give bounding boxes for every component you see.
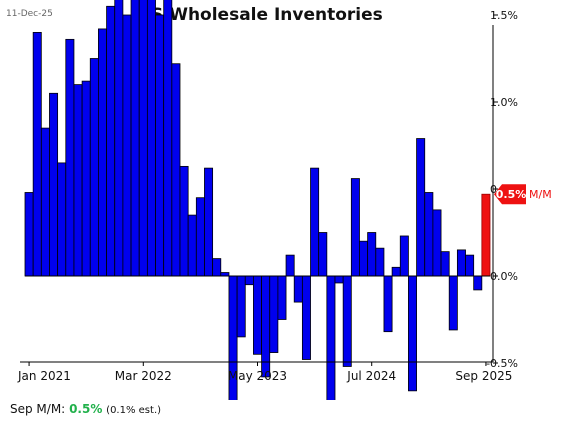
bar (57, 162, 67, 277)
bar (359, 240, 369, 277)
bar (122, 14, 132, 277)
bar (391, 266, 401, 277)
bar (383, 275, 393, 333)
bar (424, 192, 434, 277)
bar (285, 254, 295, 277)
bar (326, 275, 336, 400)
bar (269, 275, 279, 353)
bar (473, 275, 483, 291)
bar (73, 84, 83, 277)
bar (367, 232, 377, 277)
bar (465, 254, 475, 277)
bar (220, 272, 230, 277)
y-tick-label: 0.0% (490, 270, 518, 283)
bar (318, 232, 328, 277)
bar (179, 165, 189, 277)
bar (253, 275, 262, 355)
x-tick-label: Jan 2021 (17, 369, 71, 383)
bar (342, 275, 352, 367)
bar (106, 5, 116, 277)
bar (49, 92, 59, 277)
bar (408, 275, 417, 392)
bar (334, 275, 344, 284)
bar (204, 167, 214, 277)
bar (375, 247, 385, 277)
bar (212, 258, 222, 277)
bar (24, 192, 34, 277)
y-tick-label: -0.5% (486, 357, 518, 370)
bar (138, 0, 148, 277)
bar (163, 0, 173, 277)
bar (293, 275, 303, 303)
bar (146, 0, 156, 277)
bar (32, 32, 42, 277)
bar (187, 214, 197, 277)
bar (114, 0, 124, 277)
bar (456, 249, 466, 277)
bar (155, 14, 165, 277)
bar-latest (481, 193, 491, 277)
x-tick-label: Jul 2024 (346, 369, 396, 383)
latest-value-tag (494, 184, 526, 205)
bars (24, 0, 491, 400)
bar (416, 138, 426, 277)
x-tick-label: Sep 2025 (455, 369, 512, 383)
x-tick-label: May 2023 (228, 369, 287, 383)
bar (399, 235, 409, 277)
bar (236, 275, 246, 338)
bar (65, 38, 75, 277)
bar (350, 178, 360, 277)
footer-estimate: (0.1% est.) (106, 405, 162, 416)
bar (448, 275, 458, 331)
date-label: 11-Dec-25 (6, 9, 53, 19)
bar (81, 80, 91, 277)
latest-value-callout: 0.5% M/M (494, 184, 552, 205)
chart-title: US Wholesale Inventories (137, 5, 383, 25)
bar (301, 275, 311, 360)
bar (440, 251, 450, 277)
bar (98, 28, 107, 277)
y-tick-label: 1.0% (490, 96, 518, 109)
bar (89, 58, 99, 277)
axes (20, 14, 498, 366)
footer-label: Sep M/M: (10, 402, 66, 416)
latest-value-label: 0.5% (496, 188, 527, 201)
latest-series-label: M/M (529, 188, 552, 201)
bar (40, 127, 50, 277)
bar (130, 0, 140, 277)
footer-summary: Sep M/M: 0.5% (0.1% est.) (10, 402, 161, 416)
bar (432, 209, 442, 277)
x-tick-label: Mar 2022 (115, 369, 172, 383)
bar (171, 63, 181, 277)
y-tick-label: 1.5% (490, 9, 518, 22)
footer-value: 0.5% (69, 402, 103, 416)
bar (277, 275, 287, 320)
chart: 2.5%2.0%1.5%1.0%0.5%0.0%-0.5% Jan 2021Ma… (17, 0, 552, 400)
bar (195, 197, 205, 277)
x-tick-labels: Jan 2021 Mar 2022 May 2023 Jul 2024 Sep 2025 (17, 369, 512, 383)
bar (310, 167, 320, 277)
bar (244, 275, 254, 286)
